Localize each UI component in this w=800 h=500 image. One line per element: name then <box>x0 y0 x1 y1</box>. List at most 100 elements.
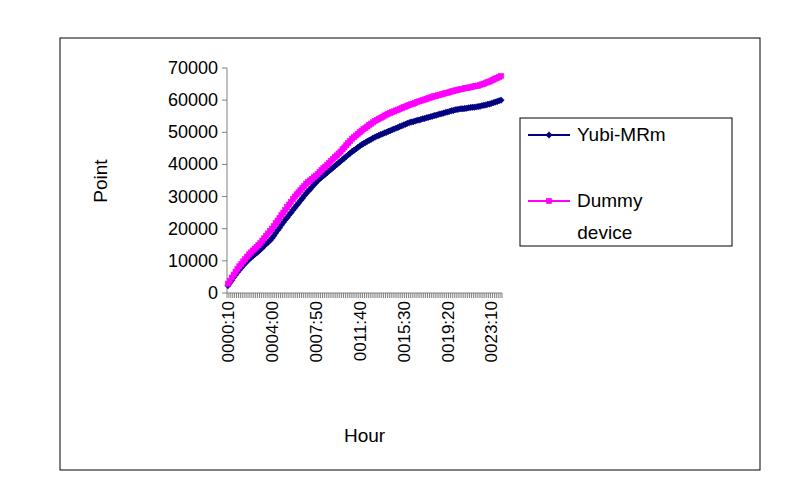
x-tick <box>318 293 319 298</box>
x-tick <box>326 293 327 298</box>
x-tick <box>494 293 495 298</box>
x-tick <box>417 293 418 298</box>
x-tick-label: 0000:10 <box>219 301 238 362</box>
x-tick <box>267 293 268 298</box>
x-tick <box>435 293 436 298</box>
x-tick <box>362 293 363 298</box>
x-tick <box>242 293 243 298</box>
y-axis-title: Point <box>90 159 111 203</box>
x-tick <box>461 293 462 298</box>
y-axis <box>227 68 228 293</box>
legend-label: Dummy device <box>572 190 643 243</box>
x-tick <box>280 293 281 298</box>
x-tick <box>385 293 386 298</box>
x-tick <box>230 293 231 298</box>
x-tick <box>484 293 485 298</box>
x-tick <box>322 293 323 298</box>
x-tick <box>488 293 489 298</box>
x-tick <box>347 293 348 298</box>
x-tick <box>402 293 403 298</box>
x-tick <box>498 293 499 298</box>
y-tick <box>222 132 227 133</box>
x-tick <box>291 293 292 298</box>
x-tick <box>370 293 371 298</box>
y-tick-label: 70000 <box>168 58 218 78</box>
x-tick <box>253 293 254 298</box>
x-tick <box>360 293 361 298</box>
x-tick <box>238 293 239 298</box>
x-tick <box>246 293 247 298</box>
x-tick <box>477 293 478 298</box>
x-tick <box>381 293 382 298</box>
series-line <box>228 100 501 285</box>
x-tick <box>452 293 453 298</box>
y-tick <box>222 100 227 101</box>
x-tick <box>444 293 445 298</box>
x-tick <box>311 293 312 298</box>
x-tick <box>339 293 340 298</box>
x-tick <box>471 293 472 298</box>
legend-box <box>520 118 732 246</box>
x-tick <box>427 293 428 298</box>
y-tick <box>222 68 227 69</box>
x-tick <box>314 293 315 298</box>
x-tick <box>465 293 466 298</box>
x-tick <box>393 293 394 298</box>
x-tick-label: 0004:00 <box>263 301 282 362</box>
x-tick <box>482 293 483 298</box>
x-tick-label: 0011:40 <box>351 301 370 361</box>
x-tick <box>448 293 449 298</box>
x-tick <box>261 293 262 298</box>
x-tick <box>343 293 344 298</box>
x-tick <box>486 293 487 298</box>
x-tick <box>240 293 241 298</box>
chart-border <box>60 38 760 470</box>
x-tick <box>440 293 441 298</box>
x-tick <box>400 293 401 298</box>
x-tick <box>480 293 481 298</box>
x-tick <box>351 293 352 298</box>
y-tick-label: 50000 <box>168 122 218 142</box>
x-tick <box>387 293 388 298</box>
x-tick <box>406 293 407 298</box>
x-tick <box>423 293 424 298</box>
y-tick <box>222 293 227 294</box>
y-tick-label: 20000 <box>168 219 218 239</box>
x-tick <box>454 293 455 298</box>
chart: 0100002000030000400005000060000700000000… <box>0 0 800 500</box>
x-tick <box>438 293 439 298</box>
x-tick <box>349 293 350 298</box>
x-tick <box>309 293 310 298</box>
x-tick <box>282 293 283 298</box>
x-tick <box>368 293 369 298</box>
x-tick <box>383 293 384 298</box>
y-tick-label: 30000 <box>168 187 218 207</box>
y-tick <box>222 260 227 261</box>
x-tick <box>303 293 304 298</box>
data-group <box>225 73 504 288</box>
x-tick <box>236 293 237 298</box>
x-tick <box>458 293 459 298</box>
x-tick <box>278 293 279 298</box>
x-tick <box>379 293 380 298</box>
x-tick <box>297 293 298 298</box>
y-tick <box>222 164 227 165</box>
x-tick <box>490 293 491 298</box>
x-tick <box>265 293 266 298</box>
x-tick <box>412 293 413 298</box>
x-tick <box>227 293 228 298</box>
x-tick <box>330 293 331 298</box>
x-tick <box>276 293 277 298</box>
legend-marker <box>546 198 551 203</box>
x-tick <box>375 293 376 298</box>
x-tick <box>479 293 480 298</box>
y-tick-label: 10000 <box>168 251 218 271</box>
x-tick <box>257 293 258 298</box>
x-tick <box>459 293 460 298</box>
y-tick <box>222 228 227 229</box>
plot-area <box>227 68 502 293</box>
x-tick <box>354 293 355 298</box>
x-tick <box>335 293 336 298</box>
x-tick <box>301 293 302 298</box>
x-tick <box>419 293 420 298</box>
